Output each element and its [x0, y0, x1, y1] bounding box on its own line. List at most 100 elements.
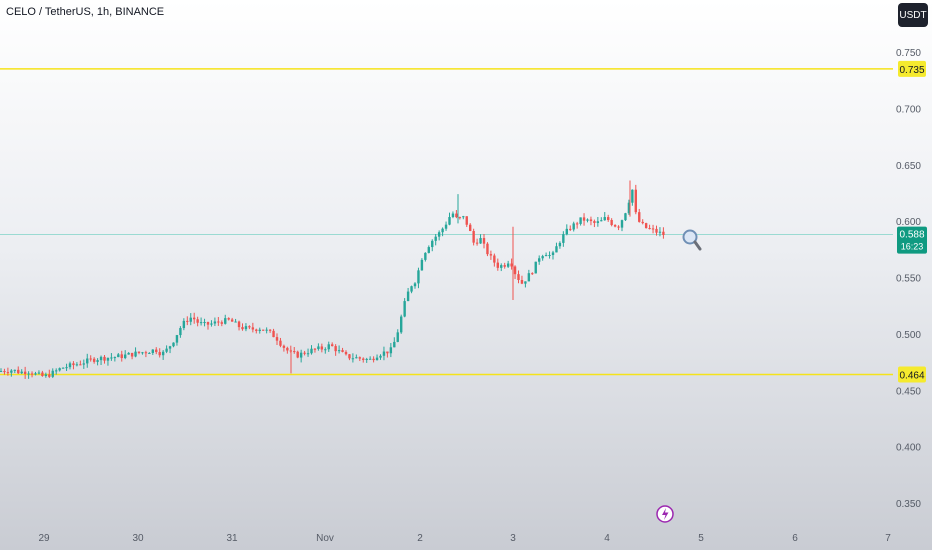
candle-body	[258, 329, 261, 331]
y-tick-label: 0.550	[896, 274, 921, 285]
candle-body	[358, 357, 361, 359]
y-tick-label: 0.600	[896, 217, 921, 228]
candle-body	[220, 322, 223, 324]
x-tick-label: 5	[698, 533, 704, 544]
candle-body	[234, 321, 237, 323]
candle-body	[130, 352, 134, 357]
y-tick-label: 0.700	[896, 104, 921, 115]
candle-body	[496, 262, 499, 268]
candle-body	[596, 221, 600, 223]
candle-body	[68, 363, 72, 368]
candle-body	[503, 265, 506, 267]
candle-body	[206, 322, 210, 325]
candle-body	[513, 266, 517, 275]
x-tick-label: 31	[226, 533, 238, 544]
candle-body	[82, 363, 85, 365]
candle-body	[355, 357, 358, 359]
level-price-label: 0.735	[899, 65, 924, 76]
candle-body	[538, 258, 541, 262]
candle-body	[103, 356, 106, 361]
candle-body	[548, 255, 551, 257]
currency-button[interactable]: USDT	[898, 3, 928, 27]
candle-body	[44, 374, 48, 377]
candle-body	[6, 372, 10, 374]
candle-body	[558, 242, 562, 247]
candle-body	[268, 329, 272, 331]
candle-body	[393, 341, 396, 348]
candle-body	[137, 351, 141, 353]
candle-body	[403, 301, 406, 317]
candle-body	[334, 346, 337, 352]
x-tick-label: 4	[604, 533, 610, 544]
candle-body	[255, 329, 258, 331]
candle-body	[113, 357, 117, 359]
candle-body	[227, 318, 230, 320]
candle-body	[165, 348, 168, 352]
candle-body	[582, 217, 586, 221]
candle-body	[382, 351, 386, 356]
candle-body	[251, 327, 255, 330]
candle-body	[400, 316, 403, 333]
candle-body	[655, 228, 658, 233]
candle-body	[17, 369, 20, 374]
candle-body	[237, 321, 241, 328]
candle-body	[0, 371, 3, 373]
candle-body	[127, 352, 130, 355]
candle-body	[572, 223, 575, 230]
candle-body	[241, 327, 244, 330]
candle-body	[451, 213, 455, 218]
candle-body	[475, 242, 479, 244]
candle-body	[506, 263, 510, 267]
candle-body	[427, 247, 430, 253]
candle-body	[272, 330, 275, 338]
candle-body	[541, 256, 544, 259]
level-price-tag	[898, 60, 926, 77]
candle-body	[462, 216, 465, 218]
candle-body	[320, 346, 324, 350]
candle-body	[603, 217, 606, 221]
candle-body	[134, 351, 137, 357]
candle-body	[620, 220, 624, 228]
candle-body	[10, 370, 13, 373]
candle-body	[431, 240, 434, 248]
candle-body	[458, 217, 462, 219]
candle-body	[482, 238, 486, 244]
bar-countdown-label: 16:23	[901, 242, 924, 252]
candle-body	[617, 226, 620, 228]
x-tick-label: 6	[792, 533, 798, 544]
y-tick-label: 0.750	[896, 48, 921, 59]
last-price-label: 0.588	[899, 230, 924, 241]
candle-body	[158, 352, 161, 356]
candle-body	[313, 348, 317, 350]
candle-body	[658, 231, 662, 233]
candle-body	[27, 373, 30, 375]
candle-body	[613, 225, 617, 227]
candle-body	[144, 352, 148, 354]
candle-body	[344, 351, 348, 355]
candle-body	[520, 279, 524, 284]
candle-body	[265, 329, 268, 331]
candle-body	[648, 228, 651, 230]
candle-body	[58, 368, 61, 371]
candle-body	[99, 356, 103, 361]
magnifier-icon[interactable]	[682, 229, 698, 245]
candle-body	[607, 217, 610, 220]
candle-body	[575, 223, 579, 225]
candle-body	[75, 364, 79, 366]
candle-body	[624, 213, 627, 221]
y-tick-label: 0.450	[896, 386, 921, 397]
candle-body	[479, 238, 482, 244]
candle-body	[213, 321, 217, 324]
y-tick-label: 0.400	[896, 443, 921, 454]
x-tick-label: 3	[510, 533, 516, 544]
candle-body	[362, 358, 365, 360]
candle-body	[110, 357, 113, 359]
candle-body	[500, 265, 503, 268]
candle-body	[544, 255, 548, 257]
candle-body	[186, 320, 189, 322]
candle-body	[210, 323, 213, 325]
candle-body	[96, 360, 99, 362]
candle-body	[182, 320, 186, 329]
level-price-label: 0.464	[899, 370, 924, 381]
